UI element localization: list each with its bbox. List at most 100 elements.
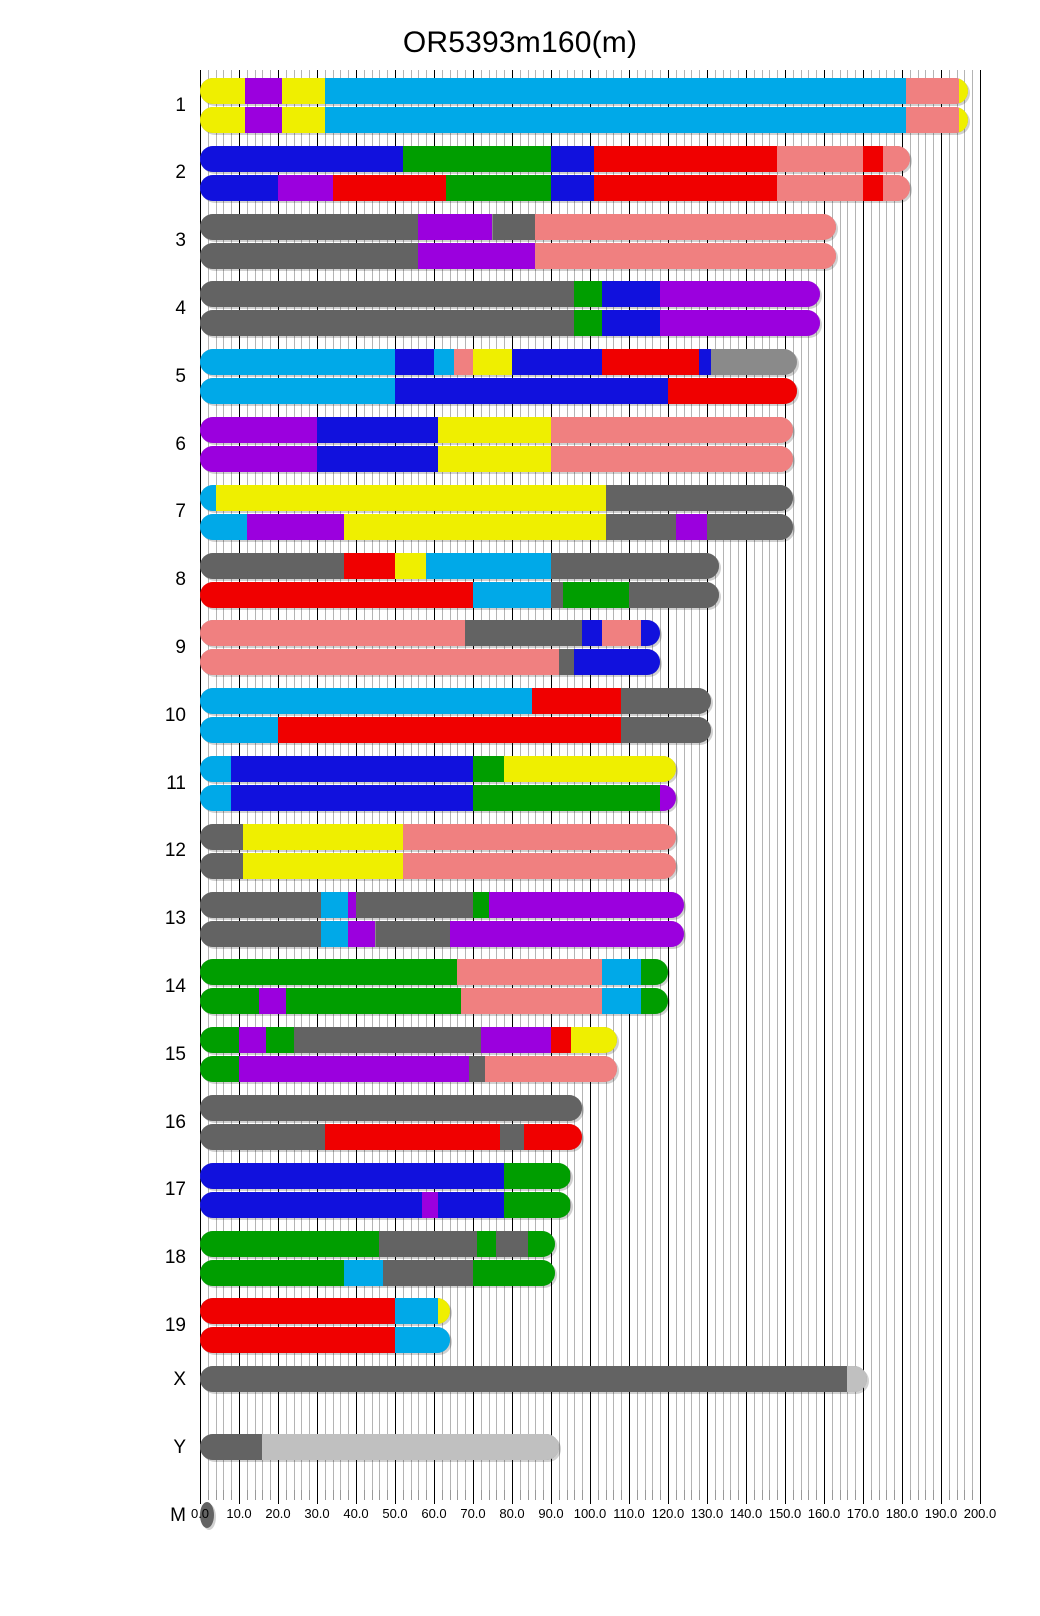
grid-line-minor (933, 70, 935, 1490)
grid-line-minor (738, 70, 740, 1490)
haplotype-bar (200, 417, 980, 443)
axis-tick-minor (457, 1490, 459, 1500)
axis-tick-minor (293, 1490, 295, 1500)
ancestry-segment-green (640, 988, 668, 1015)
ancestry-segment-gray (558, 649, 575, 676)
ancestry-segment-purple (244, 78, 282, 104)
axis-tick-major (473, 1490, 474, 1504)
ancestry-segment-yellow (215, 484, 606, 511)
chromosome-label-5: 5 (175, 365, 186, 387)
haplotype-bar (200, 1191, 980, 1218)
ancestry-segment-gray (356, 891, 473, 918)
haplotype-bar (200, 959, 980, 986)
axis-tick-label: 80.0 (499, 1506, 525, 1521)
grid-line-minor (956, 70, 958, 1490)
grid-line-major (902, 70, 903, 1490)
ancestry-segment-gray (707, 513, 793, 540)
axis-tick-minor (644, 1490, 646, 1500)
ancestry-segment-blue (317, 417, 438, 443)
chromosome-label-6: 6 (175, 433, 186, 455)
axis-tick-minor (636, 1490, 638, 1500)
ancestry-segment-purple (660, 281, 821, 308)
ancestry-segment-gray (200, 1434, 263, 1460)
axis-tick-major (317, 1490, 318, 1504)
ancestry-segment-cyan (320, 920, 349, 947)
ancestry-segment-gray (383, 1259, 473, 1286)
ancestry-segment-purple (239, 1027, 267, 1054)
grid-line-minor (894, 70, 896, 1490)
ancestry-segment-green (504, 1162, 571, 1189)
ancestry-segment-red (523, 1124, 583, 1150)
ideogram (200, 78, 969, 104)
ideogram (200, 1027, 618, 1054)
axis-tick-major (746, 1490, 747, 1504)
ancestry-segment-yellow (242, 852, 403, 879)
ancestry-segment-red (863, 174, 883, 201)
chromosome-label-x: X (173, 1369, 186, 1391)
ancestry-segment-blue (200, 145, 403, 172)
axis-tick-label: 40.0 (343, 1506, 369, 1521)
axis-tick-minor (847, 1490, 849, 1500)
ancestry-segment-pink (777, 174, 863, 201)
ancestry-segment-purple (200, 417, 317, 443)
ideogram (200, 1434, 559, 1460)
ideogram (200, 891, 684, 918)
ancestry-segment-blue (601, 281, 661, 308)
ancestry-segment-purple (418, 242, 536, 269)
axis-tick-major (200, 1490, 201, 1504)
axis-tick-minor (215, 1490, 217, 1500)
ancestry-segment-gray (379, 1230, 477, 1257)
ancestry-segment-cyan (426, 552, 551, 579)
axis-tick-minor (870, 1490, 872, 1500)
ancestry-segment-cyan (395, 1327, 450, 1354)
axis-tick-minor (839, 1490, 841, 1500)
axis-tick-minor (566, 1490, 568, 1500)
ancestry-segment-gray (200, 552, 345, 579)
axis-tick-minor (527, 1490, 529, 1500)
chromosome-row: 7 (175, 484, 980, 540)
grid-line-minor (878, 70, 880, 1490)
ancestry-segment-cyan (200, 756, 232, 782)
ancestry-segment-blue (551, 145, 594, 172)
axis-tick-minor (496, 1490, 498, 1500)
axis-tick-major (356, 1490, 357, 1504)
haplotype-bar (200, 1366, 980, 1393)
ideogram (200, 1095, 583, 1121)
ideogram (200, 1327, 450, 1354)
haplotype-bar (200, 620, 980, 647)
ancestry-segment-pink (200, 649, 559, 676)
haplotype-bar (200, 1327, 980, 1354)
ancestry-segment-cyan (200, 785, 232, 811)
grid-line-minor (683, 70, 685, 1490)
grid-line-major (824, 70, 825, 1490)
axis-tick-minor (699, 1490, 701, 1500)
ancestry-segment-green (574, 281, 602, 308)
chromosome-row: 4 (175, 281, 980, 337)
ancestry-segment-red (863, 145, 883, 172)
ancestry-segment-green (402, 145, 551, 172)
ancestry-segment-gray (375, 920, 450, 947)
ancestry-segment-gray (200, 281, 575, 308)
grid-line-minor (972, 70, 974, 1490)
axis-tick-minor (254, 1490, 256, 1500)
ancestry-segment-yellow (281, 107, 325, 133)
ancestry-segment-pink (535, 213, 836, 240)
axis-tick-minor (605, 1490, 607, 1500)
ancestry-segment-blue (699, 349, 711, 376)
axis-tick-minor (262, 1490, 264, 1500)
axis-tick-minor (652, 1490, 654, 1500)
ideogram (200, 513, 793, 540)
chromosome-label-18: 18 (164, 1247, 186, 1269)
page-title: OR5393m160(m) (402, 26, 638, 59)
grid-line-major (707, 70, 708, 1490)
chromosome-label-11: 11 (166, 772, 186, 794)
ideogram (200, 107, 969, 133)
ancestry-segment-pink (905, 107, 959, 133)
haplotype-bar (200, 1162, 980, 1189)
haplotype-bar (200, 1027, 980, 1054)
ancestry-segment-blue (200, 1162, 505, 1189)
ideogram (200, 1259, 555, 1286)
ancestry-segment-cyan (200, 484, 216, 511)
ancestry-segment-pink (461, 988, 602, 1015)
grid-line-minor (792, 70, 794, 1490)
